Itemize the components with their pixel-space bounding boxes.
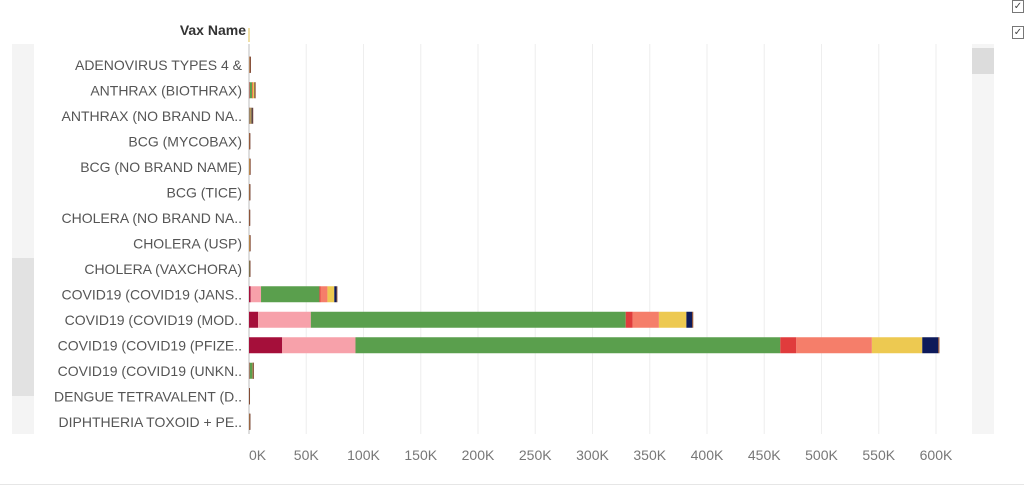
bar-segment[interactable]: [249, 158, 251, 175]
category-label[interactable]: DIPHTHERIA TOXOID + PE..: [59, 414, 242, 430]
bar-segment[interactable]: [327, 286, 335, 303]
bar-segment[interactable]: [249, 260, 251, 277]
bar-segment[interactable]: [249, 56, 251, 73]
bar-segment[interactable]: [334, 286, 337, 303]
bar-segment[interactable]: [320, 286, 328, 303]
bar-chart: ADENOVIRUS TYPES 4 & ANTHRAX (BIOTHRAX) AN…: [54, 44, 940, 434]
bar-segment[interactable]: [249, 133, 251, 150]
bar-segment[interactable]: [249, 82, 251, 99]
divider: [0, 484, 1024, 485]
bar-segment[interactable]: [258, 311, 311, 328]
x-tick-label: 600K: [920, 447, 953, 463]
category-label[interactable]: DENGUE TETRAVALENT (D..: [54, 388, 242, 404]
category-label[interactable]: COVID19 (COVID19 (PFIZE..: [58, 337, 242, 353]
bar-segment[interactable]: [310, 311, 626, 328]
x-tick-label: 0K: [249, 447, 267, 463]
bar-segment[interactable]: [250, 286, 262, 303]
bar-segment[interactable]: [249, 286, 251, 303]
bar-segment[interactable]: [922, 337, 939, 354]
category-label[interactable]: ADENOVIRUS TYPES 4 &: [75, 57, 243, 73]
x-tick-label: 300K: [576, 447, 609, 463]
category-label[interactable]: COVID19 (COVID19 (UNKN..: [58, 363, 242, 379]
category-label[interactable]: COVID19 (COVID19 (MOD..: [65, 312, 242, 328]
vertical-scrollbar[interactable]: [972, 44, 994, 434]
x-tick-label: 350K: [633, 447, 666, 463]
checkbox-2[interactable]: ✓: [1012, 26, 1024, 39]
x-tick-label: 50K: [294, 447, 320, 463]
bar-segment[interactable]: [252, 107, 254, 124]
axis-header-vax-name: Vax Name: [179, 22, 246, 38]
bar-segment[interactable]: [658, 311, 687, 328]
bar-segment[interactable]: [249, 337, 283, 354]
x-tick-label: 150K: [404, 447, 437, 463]
x-tick-label: 550K: [862, 447, 895, 463]
bar-segment[interactable]: [249, 413, 251, 430]
bar-segment[interactable]: [249, 235, 251, 252]
checkbox-1[interactable]: ✓: [1012, 0, 1024, 13]
category-label[interactable]: BCG (NO BRAND NAME): [80, 159, 242, 175]
bar-segment[interactable]: [632, 311, 659, 328]
category-label[interactable]: CHOLERA (NO BRAND NA..: [62, 210, 242, 226]
bar-segment[interactable]: [249, 362, 253, 379]
x-tick-label: 400K: [691, 447, 724, 463]
bar-segment[interactable]: [249, 82, 252, 99]
bar-segment[interactable]: [249, 235, 251, 252]
partial-row-bar: [248, 28, 250, 42]
category-label[interactable]: BCG (TICE): [167, 184, 242, 200]
scrollbar-thumb[interactable]: [972, 48, 994, 74]
category-label[interactable]: ANTHRAX (BIOTHRAX): [90, 82, 242, 98]
bar-segment[interactable]: [282, 337, 356, 354]
bar-segment[interactable]: [780, 337, 797, 354]
bar-segment[interactable]: [249, 158, 251, 175]
bar-segment[interactable]: [336, 286, 338, 303]
bar-segment[interactable]: [938, 337, 940, 354]
x-tick-label: 200K: [462, 447, 495, 463]
category-label[interactable]: BCG (MYCOBAX): [128, 133, 242, 149]
bar-segment[interactable]: [251, 107, 253, 124]
bar-segment[interactable]: [261, 286, 320, 303]
x-axis: 0K 50K 100K 150K 200K 250K 300K 350K 400K 450K 500…: [249, 447, 953, 463]
bar-segment[interactable]: [254, 82, 256, 99]
bar-segment[interactable]: [686, 311, 693, 328]
x-tick-label: 250K: [519, 447, 552, 463]
x-tick-label: 100K: [347, 447, 380, 463]
category-label[interactable]: CHOLERA (USP): [133, 235, 242, 251]
bar-segment[interactable]: [249, 311, 259, 328]
bar-segment[interactable]: [252, 82, 255, 99]
x-tick-label: 500K: [805, 447, 838, 463]
bar-segment[interactable]: [355, 337, 781, 354]
row-header-highlight: [12, 258, 34, 396]
bar-segment[interactable]: [252, 82, 254, 99]
bar-segment[interactable]: [871, 337, 923, 354]
bar-segment[interactable]: [249, 107, 251, 124]
bar-segment[interactable]: [249, 56, 251, 73]
category-label[interactable]: ANTHRAX (NO BRAND NA..: [62, 108, 242, 124]
x-tick-label: 450K: [748, 447, 781, 463]
bar-segment[interactable]: [319, 286, 321, 303]
bar-segment[interactable]: [692, 311, 694, 328]
bar-segment[interactable]: [250, 107, 252, 124]
bar-segment[interactable]: [625, 311, 633, 328]
category-label[interactable]: COVID19 (COVID19 (JANS..: [62, 286, 243, 302]
category-label[interactable]: CHOLERA (VAXCHORA): [84, 261, 242, 277]
bar-segment[interactable]: [249, 388, 251, 405]
bar-segment[interactable]: [249, 209, 251, 226]
bar-segment[interactable]: [796, 337, 872, 354]
bar-segment[interactable]: [249, 184, 251, 201]
bar-segment[interactable]: [252, 362, 254, 379]
